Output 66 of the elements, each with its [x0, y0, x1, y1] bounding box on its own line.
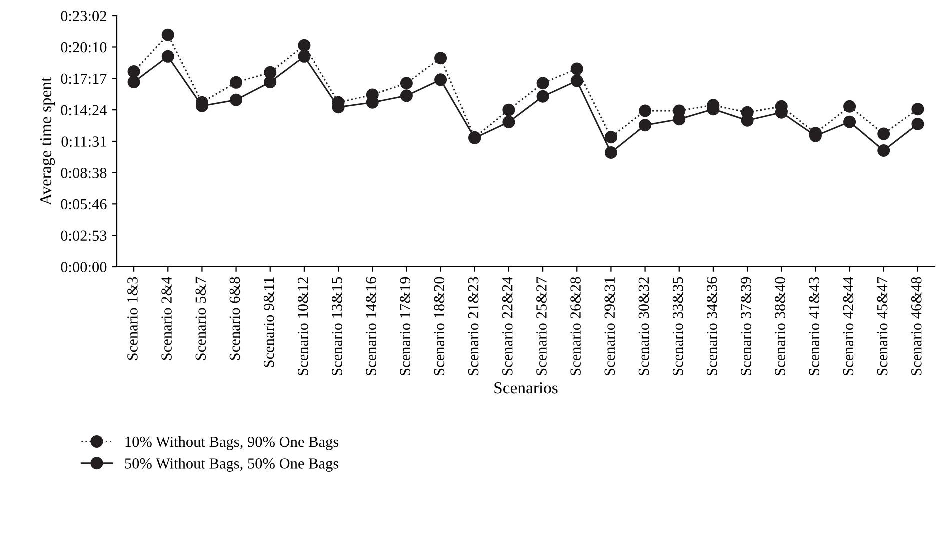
y-tick-label: 0:08:38 [61, 168, 107, 178]
x-tick-label: Scenario 22&24 [502, 276, 513, 376]
point [230, 76, 243, 89]
point [502, 104, 516, 116]
x-tick-label: Scenario 18&20 [434, 277, 445, 376]
legend-label: 50% Without Bags, 50% One Bags [125, 458, 339, 472]
point [400, 77, 413, 90]
x-tick-label: Scenario 2&4 [162, 276, 172, 360]
x-tick-label: Scenario 10&12 [298, 278, 308, 376]
point [604, 131, 618, 144]
point [844, 116, 856, 128]
y-tick-label: 0:23:02 [61, 11, 106, 22]
legend-label: 10% Without Bags, 90% One Bags [126, 436, 339, 450]
point [639, 104, 652, 118]
x-tick-label: Scenario 33&35 [672, 277, 684, 376]
point [162, 28, 174, 42]
point [502, 116, 516, 128]
point [230, 94, 243, 106]
point [434, 74, 448, 86]
x-tick-label: Scenario 5&7 [196, 277, 206, 360]
point [162, 50, 174, 63]
x-tick-label: Scenario 6&8 [230, 277, 240, 360]
y-axis-title: Average time spent [40, 77, 56, 206]
point [570, 62, 584, 76]
point [639, 119, 652, 132]
y-tick-label: 0:17:17 [61, 74, 107, 84]
y-tick-label: 0:11:31 [62, 136, 106, 148]
x-axis-title: Scenarios [494, 382, 558, 394]
point [434, 52, 448, 65]
point [128, 66, 140, 78]
x-tick-label: Scenario 13&15 [332, 277, 342, 376]
point [128, 76, 140, 89]
x-tick-label: Scenario 1&3 [128, 277, 138, 360]
point [536, 77, 550, 90]
point [844, 100, 856, 113]
x-tick-label: Scenario 25&27 [536, 277, 547, 376]
x-tick-label: Scenario 17&19 [400, 277, 411, 376]
point [298, 50, 311, 63]
x-tick-label: Scenario 42&44 [843, 276, 854, 376]
x-tick-label: Scenario 14&16 [366, 277, 376, 376]
point [536, 90, 550, 103]
y-tick-label: 0:14:24 [61, 105, 108, 116]
x-tick-label: Scenario 30&32 [638, 278, 650, 376]
x-tick-label: Scenario 29&31 [604, 278, 616, 376]
y-tick-label: 0:20:10 [61, 42, 107, 53]
x-tick-label: Scenario 26&28 [570, 277, 581, 376]
x-tick-label: Scenario 45&47 [877, 277, 888, 376]
x-tick-label: Scenario 38&40 [775, 277, 786, 376]
y-tick-label: 0:05:46 [61, 199, 107, 210]
x-tick-label: Scenario 34&36 [706, 277, 718, 376]
point [912, 103, 924, 116]
point [298, 39, 311, 52]
point [604, 146, 618, 160]
x-tick-label: Scenario 9&11 [264, 278, 274, 368]
point [878, 128, 890, 140]
x-tick-label: Scenario 46&48 [911, 277, 922, 376]
point [400, 90, 413, 102]
point [878, 144, 890, 158]
point [912, 118, 924, 130]
x-tick-label: Scenario 41&43 [809, 277, 820, 376]
y-tick-label: 0:02:53 [61, 230, 107, 242]
point [570, 74, 584, 88]
x-tick-label: Scenario 37&39 [741, 277, 752, 376]
point [264, 76, 277, 89]
x-tick-label: Scenario 21&23 [468, 277, 479, 376]
y-tick-label: 0:00:00 [61, 262, 107, 273]
